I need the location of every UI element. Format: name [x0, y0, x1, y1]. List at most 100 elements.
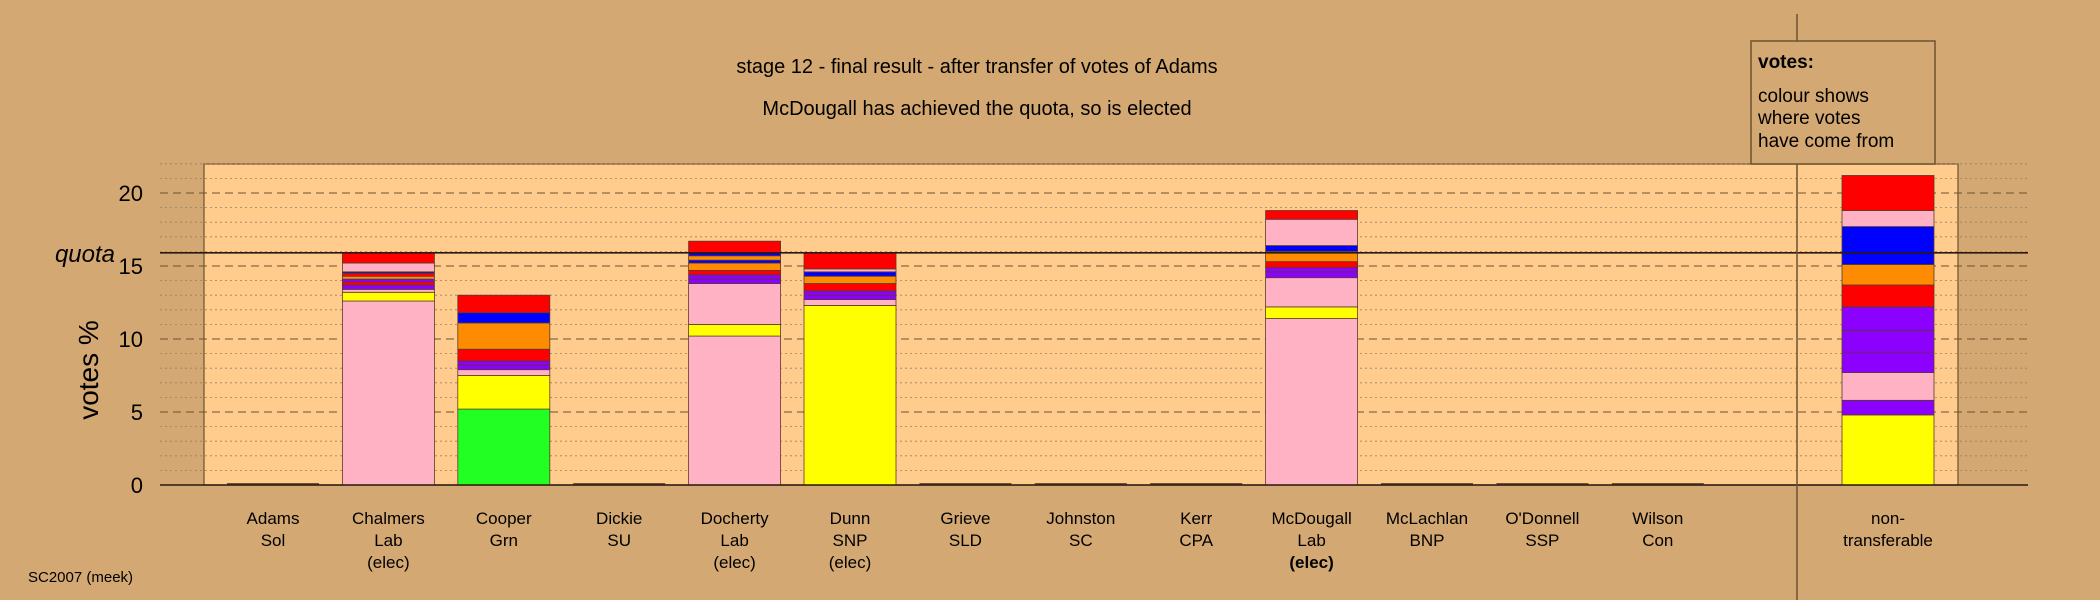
x-label-cooper-party: Grn	[490, 531, 518, 550]
x-label-docherty-name: Docherty	[701, 509, 770, 528]
bar-mcdougall-segment-9	[1265, 218, 1358, 246]
x-label-grieve-party: SLD	[949, 531, 982, 550]
bar-chalmers-segment-4	[341, 284, 435, 290]
x-label-dunn-party: SNP	[833, 531, 868, 550]
bar-cooper-segment-4	[457, 364, 551, 371]
x-label-nontransferable-1: non-	[1871, 509, 1905, 528]
bar-chalmers-segment-3	[341, 288, 435, 293]
x-label-chalmers-status: (elec)	[367, 553, 410, 572]
x-label-dunn-name: Dunn	[830, 509, 871, 528]
quota-label: quota	[55, 241, 115, 268]
x-label-odonnell-name: O'Donnell	[1505, 509, 1579, 528]
bar-nontransferable-segment-11	[1841, 175, 1935, 211]
bar-nontransferable-segment-7	[1841, 284, 1935, 308]
bar-dunn-segment-8	[803, 268, 897, 273]
x-label-chalmers-name: Chalmers	[352, 509, 425, 528]
x-axis-labels: Adams Sol Chalmers Lab (elec) Cooper Grn Dickie…	[247, 509, 1933, 572]
bar-cooper-segment-6	[457, 348, 551, 362]
x-label-kerr-party: CPA	[1179, 531, 1213, 550]
x-label-adams-party: Sol	[261, 531, 286, 550]
bar-docherty-segment-11	[688, 240, 781, 254]
x-label-johnston-name: Johnston	[1046, 509, 1115, 528]
bar-nontransferable-segment-2	[1841, 399, 1935, 416]
bar-chalmers-segment-11	[341, 252, 435, 264]
x-label-johnston-party: SC	[1069, 531, 1093, 550]
bar-nontransferable-segment-3	[1841, 372, 1935, 401]
bar-cooper-segment-7	[457, 322, 551, 350]
x-label-dunn-status: (elec)	[829, 553, 872, 572]
x-label-mcdougall-status: (elec)	[1289, 553, 1333, 572]
legend-line-3: have come from	[1758, 131, 1894, 152]
bar-dunn-segment-2	[803, 299, 897, 306]
bar-nontransferable-segment-10	[1841, 210, 1935, 227]
x-label-kerr-name: Kerr	[1180, 509, 1212, 528]
x-label-adams-name: Adams	[247, 509, 300, 528]
bar-nontransferable-segment-9	[1841, 226, 1935, 265]
bar-mcdougall-segment-6	[1265, 261, 1358, 268]
bar-mcdougall-segment-1	[1265, 318, 1358, 486]
bar-docherty-segment-3	[688, 283, 781, 325]
y-tick-label: 20	[119, 181, 143, 206]
bar-mcdougall-segment-10	[1265, 210, 1358, 220]
x-label-chalmers-party: Lab	[374, 531, 402, 550]
legend: votes: colour shows where votes have com…	[1750, 40, 1936, 165]
legend-line-1: colour shows	[1758, 86, 1869, 107]
x-label-docherty-status: (elec)	[713, 553, 756, 572]
x-label-mcdougall-party: Lab	[1297, 531, 1325, 550]
x-label-mcdougall-name: McDougall	[1271, 509, 1351, 528]
footer-label: SC2007 (meek)	[28, 569, 133, 586]
y-axis-title: votes %	[73, 320, 104, 420]
bar-chalmers-segment-8	[341, 272, 435, 277]
x-label-dickie-party: SU	[607, 531, 631, 550]
bar-mcdougall-segment-8	[1265, 245, 1358, 252]
chart-subtitle: McDougall has achieved the quota, so is …	[762, 98, 1191, 120]
bar-chalmers-segment-2	[341, 291, 435, 302]
bar-mcdougall-segment-4	[1265, 271, 1358, 279]
bar-nontransferable-segment-4	[1841, 351, 1935, 373]
bar-nontransferable-segment-6	[1841, 306, 1935, 331]
bar-dunn-segment-3	[803, 294, 897, 300]
bar-cooper-segment-9	[457, 294, 551, 314]
bar-chalmers-segment-5	[341, 281, 435, 286]
y-tick-label: 10	[119, 327, 143, 352]
y-tick-label: 5	[131, 400, 143, 425]
bar-dunn-segment-7	[803, 271, 897, 277]
bar-docherty-segment-6	[688, 269, 781, 276]
y-tick-label: 0	[131, 473, 143, 498]
x-label-odonnell-party: SSP	[1525, 531, 1559, 550]
bar-dunn-segment-5	[803, 283, 897, 292]
bar-dunn-segment-4	[803, 290, 897, 296]
bar-nontransferable-segment-5	[1841, 329, 1935, 353]
legend-line-2: where votes	[1757, 108, 1860, 129]
bar-docherty-segment-4	[688, 278, 781, 284]
legend-box	[1750, 40, 1936, 165]
bar-chalmers-segment-7	[341, 275, 435, 280]
bar-docherty-segment-2	[688, 323, 781, 337]
x-label-cooper-name: Cooper	[476, 509, 532, 528]
bar-docherty-segment-8	[688, 259, 781, 264]
bar-cooper-segment-2	[457, 375, 551, 410]
bar-nontransferable-segment-8	[1841, 264, 1935, 286]
y-tick-label: 15	[119, 254, 143, 279]
bar-mcdougall-segment-5	[1265, 267, 1358, 273]
bar-cooper-segment-1	[457, 408, 551, 486]
x-label-mclachlan-name: McLachlan	[1386, 509, 1468, 528]
bar-dunn-segment-9	[803, 252, 897, 270]
bar-nontransferable-segment-1	[1841, 414, 1935, 486]
bar-docherty-segment-7	[688, 262, 781, 271]
bar-group	[227, 175, 1935, 486]
bar-cooper-segment-5	[457, 360, 551, 366]
x-label-wilson-name: Wilson	[1632, 509, 1683, 528]
legend-title: votes:	[1758, 52, 1814, 73]
bar-chalmers-segment-6	[341, 278, 435, 283]
x-label-grieve-name: Grieve	[940, 509, 990, 528]
y-axis: 0 5 10 15 20	[119, 181, 2028, 498]
x-label-nontransferable-2: transferable	[1843, 531, 1933, 550]
x-label-dickie-name: Dickie	[596, 509, 642, 528]
chart-title: stage 12 - final result - after transfer…	[736, 56, 1217, 78]
bar-chalmers-segment-10	[341, 262, 435, 273]
bar-docherty-segment-9	[688, 255, 781, 261]
bar-dunn-segment-6	[803, 275, 897, 284]
bar-cooper-segment-8	[457, 312, 551, 324]
